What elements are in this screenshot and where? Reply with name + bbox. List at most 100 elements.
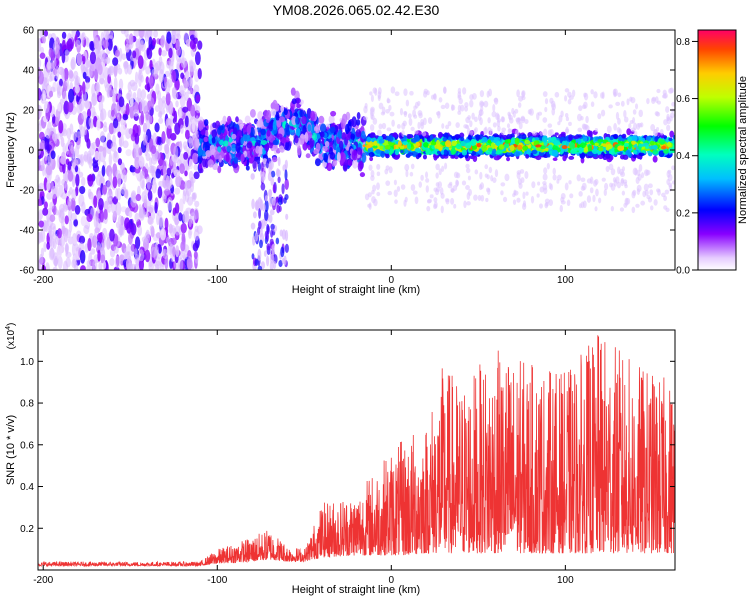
spectrogram-cell xyxy=(543,167,548,175)
spectrogram-cell xyxy=(418,181,423,188)
spectrogram-cell xyxy=(547,123,553,128)
spectrogram-cell xyxy=(433,187,438,192)
spectrogram-cell xyxy=(214,150,220,160)
spectrogram-cell xyxy=(223,140,229,147)
spectrogram-cell xyxy=(276,204,281,214)
spectrogram-cell xyxy=(638,109,643,118)
spectrogram-cell xyxy=(272,260,277,270)
spectrogram-cell xyxy=(466,192,471,200)
spectrogram-cell xyxy=(632,167,638,176)
spectrogram-cell xyxy=(560,192,566,200)
spectrogram-cell xyxy=(427,117,433,124)
spectrogram-cell xyxy=(608,104,613,109)
spectrogram-cell xyxy=(67,197,72,207)
spectrogram-cell xyxy=(669,87,674,94)
spectrogram-cell xyxy=(643,183,649,192)
spectrogram-cell xyxy=(651,96,657,102)
spectrogram-cell xyxy=(388,104,392,111)
spectrogram-cell xyxy=(491,111,497,118)
spectrogram-cell xyxy=(403,199,407,207)
spectrogram-cell xyxy=(269,209,275,216)
spectrogram-cell xyxy=(441,165,445,172)
spectrogram-cell xyxy=(71,243,76,256)
spectrogram-cell xyxy=(193,84,200,95)
spectrogram-cell xyxy=(56,85,63,97)
spectrogram-cell xyxy=(525,191,529,196)
spectrogram-cell xyxy=(517,102,522,108)
spectrogram-cell xyxy=(166,31,172,44)
spectrogram-cell xyxy=(180,222,187,234)
spectrogram-cell xyxy=(170,237,177,245)
spectrogram-cell xyxy=(474,127,478,133)
spectrogram-cell xyxy=(397,140,402,148)
spectrogram-cell xyxy=(249,127,255,138)
spectrogram-cell xyxy=(469,120,473,128)
spectrogram-cell xyxy=(542,117,548,123)
spectrogram-cell xyxy=(544,106,548,113)
spectrogram-cell xyxy=(74,205,81,215)
spectrogram-cell xyxy=(623,142,630,148)
spectrogram-cell xyxy=(522,145,529,151)
spectrogram-cell xyxy=(198,120,204,132)
spectrogram-cell xyxy=(180,57,188,69)
spectrogram-cell xyxy=(369,124,375,132)
spectrogram-cell xyxy=(122,113,129,121)
snr-y-tick-label: 0.6 xyxy=(20,440,34,451)
spectrogram-cell xyxy=(525,153,530,159)
spectrogram-cell xyxy=(516,197,521,203)
snr-x-label: Height of straight line (km) xyxy=(292,584,420,596)
spectrogram-cell xyxy=(200,150,208,157)
spectrogram-cell xyxy=(341,113,348,124)
spectrogram-cell xyxy=(168,47,173,59)
spectrogram-cell xyxy=(625,149,631,156)
spectrogram-cell xyxy=(147,190,153,202)
spectrogram-cell xyxy=(319,123,327,133)
colorbar-tick-label: 0.2 xyxy=(676,208,690,219)
spectrogram-cell xyxy=(252,235,256,246)
spectrogram-cell xyxy=(108,152,113,167)
spectrogram-cell xyxy=(259,198,263,211)
spectrogram-cell xyxy=(407,143,412,150)
spectrogram-cell xyxy=(405,169,409,178)
spectrogram-cell xyxy=(50,180,54,192)
spectrogram-cell xyxy=(426,90,430,96)
spectrogram-cell xyxy=(668,184,673,192)
spectrogram-cell xyxy=(420,174,424,181)
spectrogram-cell xyxy=(194,131,200,139)
spectrogram-cell xyxy=(444,102,450,109)
spectrogram-cell xyxy=(440,104,446,110)
spectrogram-cell xyxy=(318,115,325,124)
spectrogram-cell xyxy=(41,157,45,171)
spectrogram-cell xyxy=(144,249,151,263)
spectrogram-cell xyxy=(582,136,588,142)
spectrogram-cell xyxy=(45,128,51,139)
spectrogram-cell xyxy=(182,106,189,113)
spectrogram-cell xyxy=(268,123,273,132)
spectrogram-cell xyxy=(582,123,588,131)
colorbar-gradient xyxy=(697,29,737,271)
spectrogram-cell xyxy=(126,221,132,234)
spectrogram-cell xyxy=(657,100,661,105)
spectrogram-cell xyxy=(433,201,438,209)
spectrogram-cell xyxy=(55,209,59,216)
snr-scale-exponent: 4 xyxy=(5,326,12,330)
spectrogram-cell xyxy=(590,101,595,108)
spectrogram-cell xyxy=(409,171,414,177)
spectrogram-cell xyxy=(423,142,429,148)
spectrogram-cell xyxy=(622,154,629,160)
spectrogram-cell xyxy=(598,154,604,160)
spectrogram-cell xyxy=(145,152,151,162)
spectrogram-cell xyxy=(231,133,237,140)
spectrogram-cell xyxy=(654,136,659,143)
spectrogram-cell xyxy=(355,119,361,126)
spectrogram-cell xyxy=(475,134,480,142)
spectrogram-cell xyxy=(488,88,492,97)
spectrogram-cell xyxy=(208,134,213,145)
spectrogram-cell xyxy=(524,119,529,124)
spectrogram-cell xyxy=(112,151,119,163)
spectrogram-cell xyxy=(511,107,515,115)
spectrogram-cell xyxy=(128,211,133,218)
spectrogram-cell xyxy=(137,225,143,237)
spectrogram-cell xyxy=(42,207,49,216)
spectrogram-cell xyxy=(594,142,599,147)
